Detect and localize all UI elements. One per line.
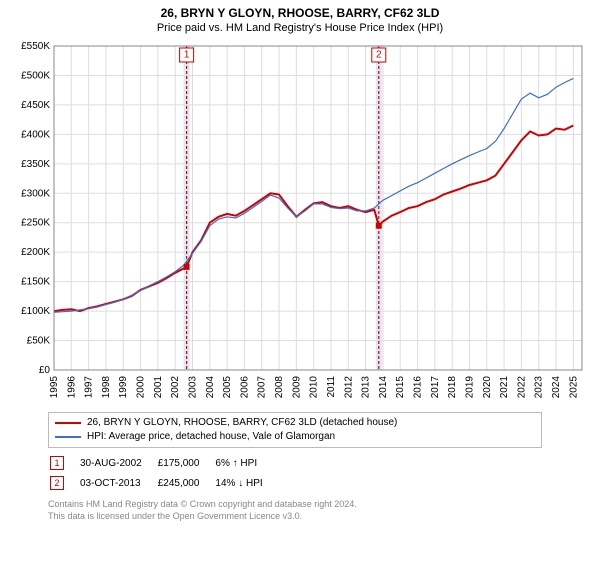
svg-text:2020: 2020 (482, 376, 493, 399)
svg-text:£100K: £100K (21, 306, 50, 317)
event-row-1: 2 03-OCT-2013 £245,000 14% ↓ HPI (50, 474, 277, 492)
svg-text:£50K: £50K (27, 336, 51, 347)
svg-text:1996: 1996 (66, 376, 77, 399)
svg-text:2014: 2014 (378, 376, 389, 399)
svg-text:2012: 2012 (343, 376, 354, 399)
svg-text:£550K: £550K (21, 41, 50, 52)
event-date-1: 03-OCT-2013 (80, 474, 156, 492)
svg-text:2009: 2009 (291, 376, 302, 399)
event-marker-1: 2 (50, 476, 64, 490)
svg-text:2003: 2003 (187, 376, 198, 399)
svg-text:1995: 1995 (49, 376, 60, 399)
svg-text:1999: 1999 (118, 376, 129, 399)
svg-text:1998: 1998 (101, 376, 112, 399)
svg-text:2021: 2021 (499, 376, 510, 399)
svg-text:2015: 2015 (395, 376, 406, 399)
legend-swatch-0 (55, 422, 81, 424)
svg-text:2006: 2006 (239, 376, 250, 399)
svg-text:2023: 2023 (534, 376, 545, 399)
svg-text:2019: 2019 (464, 376, 475, 399)
footer: Contains HM Land Registry data © Crown c… (48, 498, 590, 522)
svg-text:2: 2 (376, 50, 382, 61)
event-delta-1: 14% ↓ HPI (215, 474, 276, 492)
chart-svg: £0 £50K £100K £150K £200K £250K £300K £350K £400… (10, 38, 590, 408)
svg-text:2010: 2010 (309, 376, 320, 399)
event-marker-0: 1 (50, 456, 64, 470)
svg-text:2000: 2000 (136, 376, 147, 399)
svg-text:2007: 2007 (257, 376, 268, 399)
svg-text:2017: 2017 (430, 376, 441, 399)
svg-text:£450K: £450K (21, 100, 50, 111)
events-table: 1 30-AUG-2002 £175,000 6% ↑ HPI 2 03-OCT… (48, 452, 279, 494)
svg-text:2002: 2002 (170, 376, 181, 399)
svg-text:£200K: £200K (21, 247, 50, 258)
footer-line-2: This data is licensed under the Open Gov… (48, 510, 590, 522)
legend: 26, BRYN Y GLOYN, RHOOSE, BARRY, CF62 3L… (48, 412, 542, 448)
svg-text:2024: 2024 (551, 376, 562, 399)
page-subtitle: Price paid vs. HM Land Registry's House … (0, 22, 600, 34)
legend-swatch-1 (55, 436, 81, 438)
svg-text:2022: 2022 (516, 376, 527, 399)
svg-text:£400K: £400K (21, 129, 50, 140)
svg-text:2025: 2025 (568, 376, 579, 399)
svg-text:£500K: £500K (21, 70, 50, 81)
event-price-0: £175,000 (158, 454, 214, 472)
legend-label-0: 26, BRYN Y GLOYN, RHOOSE, BARRY, CF62 3L… (87, 416, 397, 430)
svg-text:£0: £0 (39, 365, 51, 376)
legend-label-1: HPI: Average price, detached house, Vale… (87, 430, 335, 444)
svg-text:2016: 2016 (413, 376, 424, 399)
svg-text:2011: 2011 (326, 376, 337, 398)
svg-text:2004: 2004 (205, 376, 216, 399)
event-date-0: 30-AUG-2002 (80, 454, 156, 472)
svg-text:2005: 2005 (222, 376, 233, 399)
svg-text:2013: 2013 (361, 376, 372, 399)
event-price-1: £245,000 (158, 474, 214, 492)
svg-text:2008: 2008 (274, 376, 285, 399)
svg-text:2001: 2001 (153, 376, 164, 399)
svg-text:£150K: £150K (21, 277, 50, 288)
svg-text:2018: 2018 (447, 376, 458, 399)
svg-text:£300K: £300K (21, 188, 50, 199)
svg-text:1997: 1997 (84, 376, 95, 399)
svg-text:1: 1 (184, 50, 190, 61)
legend-row-1: HPI: Average price, detached house, Vale… (55, 430, 535, 444)
event-row-0: 1 30-AUG-2002 £175,000 6% ↑ HPI (50, 454, 277, 472)
page-title: 26, BRYN Y GLOYN, RHOOSE, BARRY, CF62 3L… (0, 6, 600, 20)
svg-text:£350K: £350K (21, 159, 50, 170)
svg-text:£250K: £250K (21, 218, 50, 229)
chart: £0 £50K £100K £150K £200K £250K £300K £350K £400… (10, 38, 590, 408)
legend-row-0: 26, BRYN Y GLOYN, RHOOSE, BARRY, CF62 3L… (55, 416, 535, 430)
event-delta-0: 6% ↑ HPI (215, 454, 276, 472)
footer-line-1: Contains HM Land Registry data © Crown c… (48, 498, 590, 510)
